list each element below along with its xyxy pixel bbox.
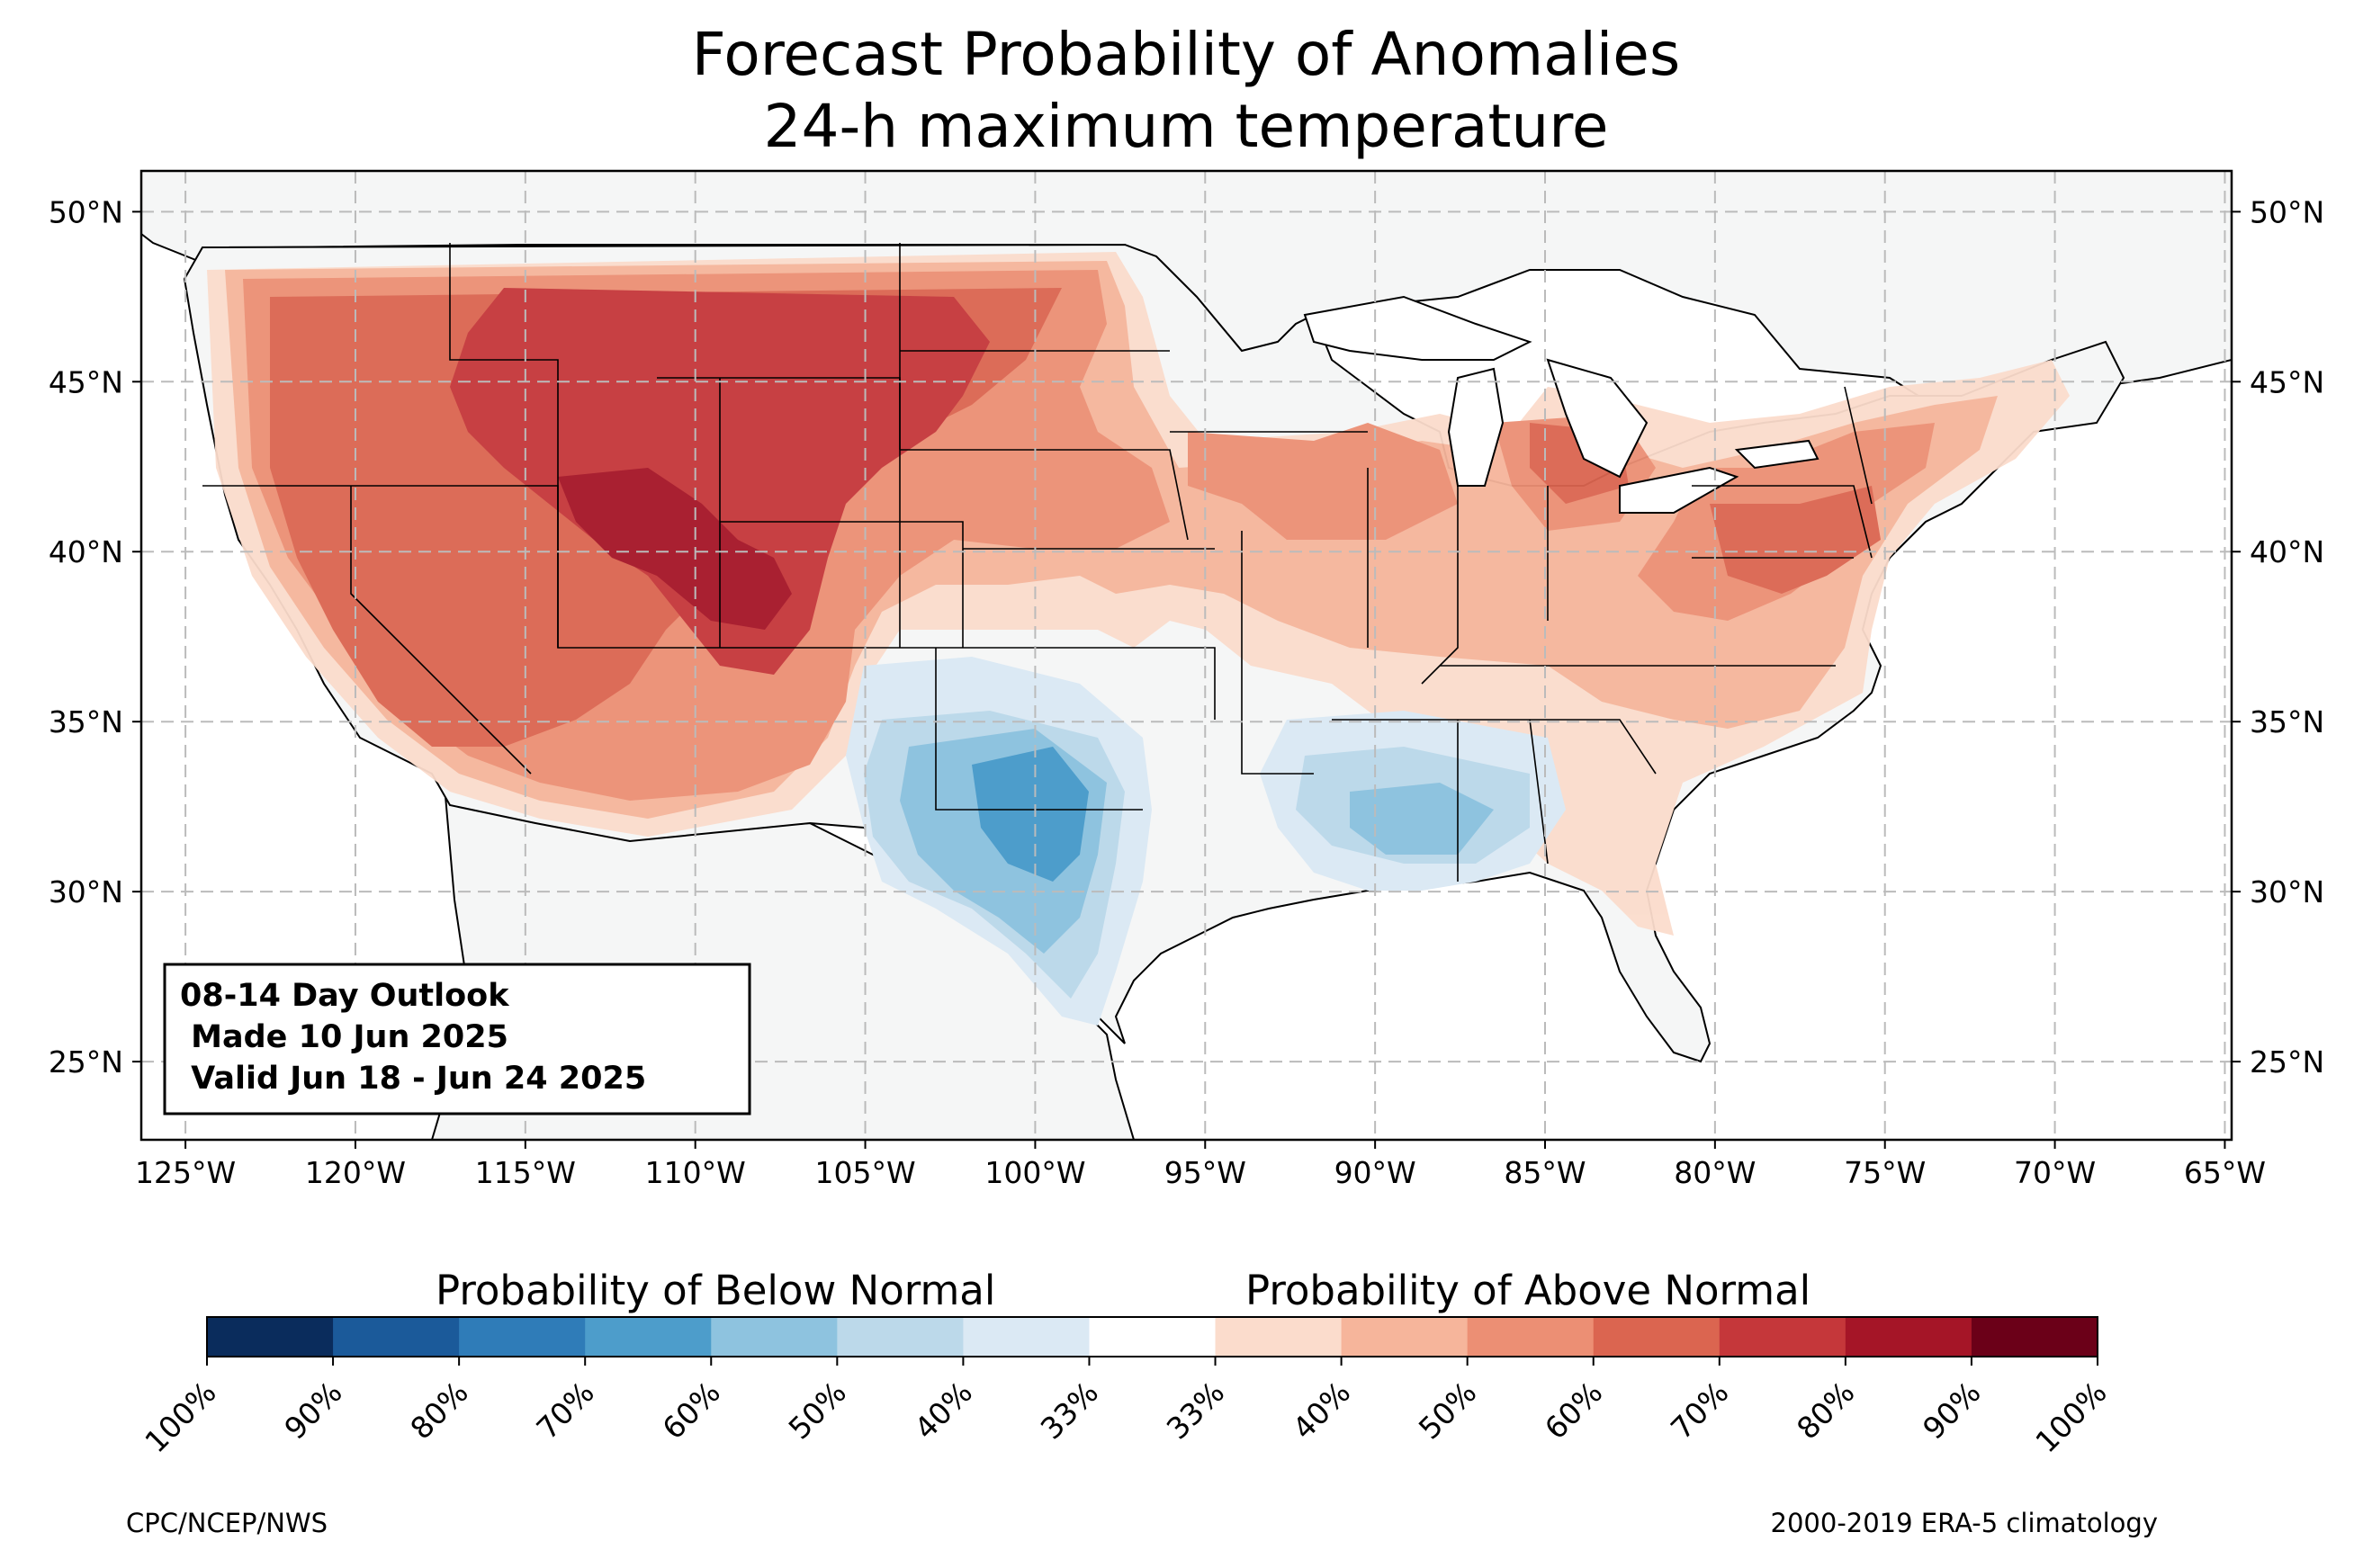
colorbar-swatch [837,1317,964,1357]
lake-superior [1303,295,1532,361]
lake-huron [1546,358,1649,479]
lake-ontario [1734,439,1819,470]
colorbar-tick-label: 90% [1916,1375,1987,1446]
colorbar-tick-label: 60% [1538,1375,1609,1446]
map-title-line1: Forecast Probability of Anomalies [691,20,1681,89]
map-axes: 125°W 120°W 115°W 110°W 105°W 100°W 95°W 90°W 85… [49,194,2324,1190]
colorbar-frame [206,1316,2098,1357]
colorbar-below-normal-label: Probability of Below Normal [436,1267,996,1314]
lon-tick-label: 65°W [2184,1155,2266,1190]
lon-tick-label: 90°W [1334,1155,1416,1190]
below-normal-region [846,657,1566,1026]
colorbar-tick-label: 50% [1412,1375,1483,1446]
lon-tick-label: 95°W [1164,1155,1246,1190]
colorbar-swatch [1467,1317,1595,1357]
footer-climatology-note: 2000-2019 ERA-5 climatology [1770,1508,2158,1538]
lon-tick-label: 105°W [814,1155,915,1190]
outlook-period-label: 08-14 Day Outlook [180,978,509,1014]
lon-tick-label: 115°W [475,1155,576,1190]
lat-tick-label-right: 30°N [2250,874,2324,909]
colorbar-swatch [1341,1317,1469,1357]
colorbar-swatch [711,1317,838,1357]
lon-tick-label: 85°W [1504,1155,1586,1190]
colorbar-tick-label: 70% [1664,1375,1735,1446]
outlook-valid-dates: Valid Jun 18 - Jun 24 2025 [180,1061,646,1097]
footer-source-credit: CPC/NCEP/NWS [126,1508,328,1538]
colorbar-tick-label: 33% [1160,1375,1231,1446]
lon-tick-label: 80°W [1674,1155,1756,1190]
colorbar-swatch [1971,1317,2098,1357]
colorbar-tick-label: 60% [655,1375,726,1446]
colorbar-tick-label: 40% [908,1375,979,1446]
colorbar-tick-label: 80% [403,1375,474,1446]
lat-tick-label-right: 50°N [2250,194,2324,229]
lat-tick-label-left: 35°N [49,704,123,739]
probability-colorbar: 100% 90% 80% 70% 60% 50% 40% 33% 33% 40% 50% 60% 70%… [138,1316,2114,1459]
lon-tick-label: 125°W [135,1155,236,1190]
colorbar-swatch [333,1317,460,1357]
colorbar-tick-label: 33% [1034,1375,1105,1446]
colorbar-tick-label: 50% [782,1375,853,1446]
lat-tick-label-right: 40°N [2250,534,2324,569]
lat-tick-label-left: 50°N [49,194,123,229]
colorbar-swatch [1719,1317,1846,1357]
lon-tick-label: 75°W [1844,1155,1926,1190]
lat-tick-label-left: 40°N [49,534,123,569]
colorbar-tick-label: 100% [138,1375,222,1459]
colorbar-swatch [1593,1317,1721,1357]
lon-tick-label: 120°W [305,1155,406,1190]
lat-tick-label-left: 45°N [49,364,123,399]
lon-tick-label: 70°W [2014,1155,2096,1190]
lat-tick-label-right: 25°N [2250,1044,2324,1080]
colorbar-tick-label: 80% [1790,1375,1861,1446]
lat-tick-label-left: 30°N [49,874,123,909]
below-normal-60pct-area [972,747,1089,882]
outlook-made-date: Made 10 Jun 2025 [180,1019,508,1055]
lon-tick-label: 110°W [645,1155,746,1190]
outlook-info-box: 08-14 Day Outlook Made 10 Jun 2025 Valid… [163,963,751,1116]
state-borders [202,243,1873,882]
lat-tick-label-left: 25°N [49,1044,123,1080]
colorbar-swatch [207,1317,334,1357]
colorbar-tick-label: 70% [529,1375,600,1446]
map-title-line2: 24-h maximum temperature [763,92,1609,161]
colorbar-tick-label: 40% [1286,1375,1357,1446]
colorbar-tick-label: 100% [2028,1375,2113,1459]
colorbar-above-normal-label: Probability of Above Normal [1245,1267,1811,1314]
colorbar-swatch [1089,1317,1217,1357]
above-normal-90pct-area [558,468,792,630]
colorbar-swatch [585,1317,712,1357]
colorbar-swatch [459,1317,586,1357]
colorbar-swatch [1215,1317,1343,1357]
map-frame [139,169,2233,1142]
lake-erie [1619,466,1739,514]
lon-tick-label: 100°W [984,1155,1085,1190]
lake-michigan [1447,367,1505,487]
colorbar-swatch [963,1317,1090,1357]
lat-tick-label-right: 45°N [2250,364,2324,399]
great-lakes [1303,295,1819,514]
colorbar-swatch [1845,1317,1972,1357]
lat-tick-label-right: 35°N [2250,704,2324,739]
colorbar-tick-label: 90% [277,1375,348,1446]
